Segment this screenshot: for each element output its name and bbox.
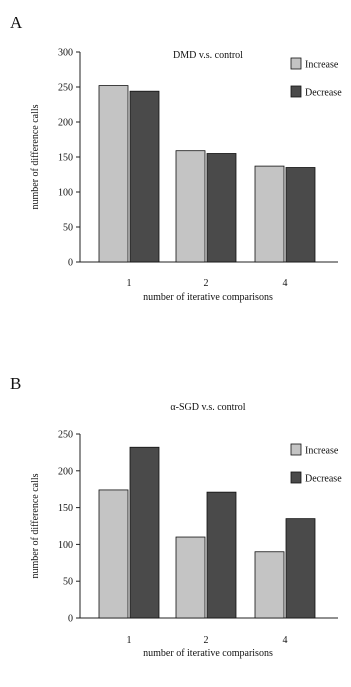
chart1-bar-decrease-2	[206, 491, 237, 619]
chart1-x-axis-label: number of iterative comparisons	[143, 648, 273, 659]
chart0-bar-increase-4	[254, 165, 285, 263]
chart0-y-tick-label-3: 150	[58, 153, 73, 164]
chart1-panel-label: B	[10, 374, 21, 393]
chart0-title: DMD v.s. control	[173, 50, 243, 61]
chart1-x-tick-label-1: 2	[204, 635, 209, 646]
chart0-panel-label: A	[10, 13, 23, 32]
chart0-x-tick-label-1: 2	[204, 278, 209, 289]
chart0-x-tick-label-2: 4	[283, 278, 288, 289]
chart0-y-tick-label-4: 200	[58, 118, 73, 129]
chart0-bar-increase-1	[98, 85, 129, 263]
chart0-y-tick-label-6: 300	[58, 48, 73, 59]
chart0-y-axis-label: number of difference calls	[30, 104, 41, 209]
chart0-bar-decrease-4	[285, 167, 316, 263]
chart1-bar-increase-1	[98, 489, 129, 619]
chart1-bar-increase-4	[254, 551, 285, 619]
chart1-y-tick-label-4: 200	[58, 466, 73, 477]
chart0-legend-label-increase: Increase	[305, 60, 339, 71]
chart1-y-tick-label-1: 50	[63, 577, 73, 588]
chart0-bar-increase-2	[175, 150, 206, 263]
chart1-legend-label-increase: Increase	[305, 446, 339, 457]
chart1-bar-decrease-4	[285, 518, 316, 619]
chart1-x-tick-label-0: 1	[127, 635, 132, 646]
chart1-y-tick-label-3: 150	[58, 503, 73, 514]
chart0-legend-swatch-decrease	[290, 85, 302, 98]
chart1-title: α-SGD v.s. control	[170, 402, 245, 413]
chart0-x-tick-label-0: 1	[127, 278, 132, 289]
chart0-x-axis-label: number of iterative comparisons	[143, 292, 273, 303]
chart1-y-axis-label: number of difference calls	[30, 473, 41, 578]
chart1-y-tick-label-5: 250	[58, 430, 73, 441]
chart1-legend-swatch-decrease	[290, 471, 302, 484]
chart0-y-tick-label-2: 100	[58, 188, 73, 199]
chart0-bar-decrease-2	[206, 153, 237, 263]
chart1-bar-decrease-1	[129, 446, 160, 619]
chart1-x-tick-label-2: 4	[283, 635, 288, 646]
chart1-bar-increase-2	[175, 536, 206, 619]
chart0-y-tick-label-5: 250	[58, 83, 73, 94]
chart0-legend-swatch-increase	[290, 57, 302, 70]
chart0-y-tick-label-1: 50	[63, 223, 73, 234]
chart1-y-tick-label-2: 100	[58, 540, 73, 551]
chart0-bar-decrease-1	[129, 90, 160, 263]
chart1-y-tick-label-0: 0	[68, 614, 73, 625]
chart1-legend-swatch-increase	[290, 443, 302, 456]
chart0-y-tick-label-0: 0	[68, 258, 73, 269]
chart0-legend-label-decrease: Decrease	[305, 88, 342, 99]
chart1-legend-label-decrease: Decrease	[305, 474, 342, 485]
